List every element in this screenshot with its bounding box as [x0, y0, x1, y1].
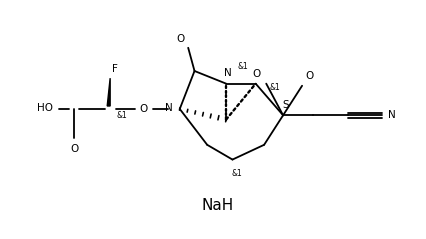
- Text: HO: HO: [37, 103, 53, 113]
- Text: O: O: [305, 71, 313, 81]
- Polygon shape: [107, 78, 110, 106]
- Text: &1: &1: [231, 168, 242, 178]
- Text: N: N: [387, 110, 394, 120]
- Text: &1: &1: [269, 83, 279, 92]
- Text: F: F: [112, 64, 118, 74]
- Text: NaH: NaH: [201, 198, 233, 213]
- Text: &1: &1: [237, 62, 248, 71]
- Text: N: N: [165, 103, 173, 113]
- Text: O: O: [139, 104, 148, 114]
- Text: N: N: [224, 68, 232, 78]
- Text: &1: &1: [116, 111, 127, 120]
- Text: S: S: [281, 100, 288, 110]
- Text: O: O: [70, 144, 78, 154]
- Text: O: O: [176, 33, 184, 43]
- Text: O: O: [252, 69, 260, 79]
